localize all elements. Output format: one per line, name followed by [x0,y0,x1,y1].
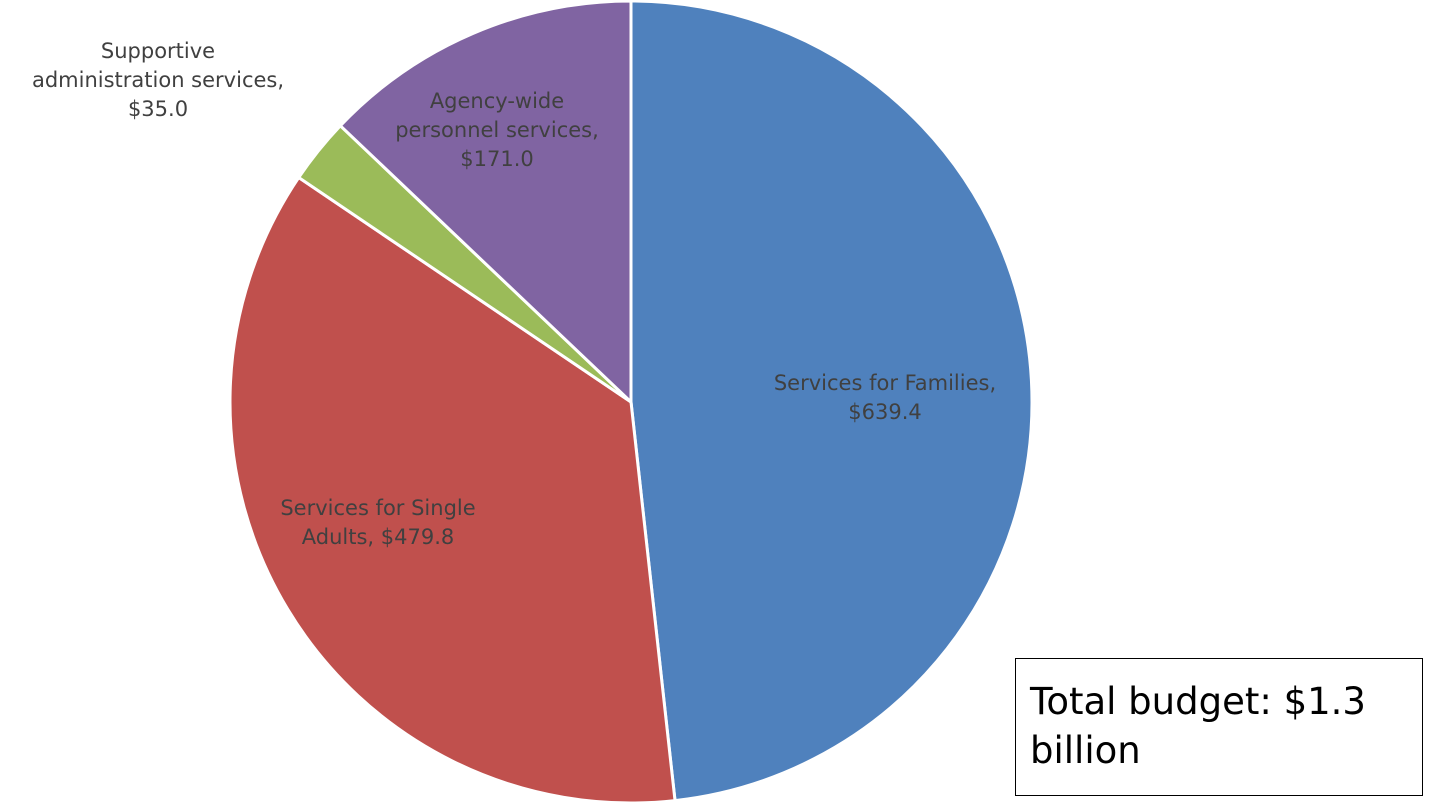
total-budget-line-2: billion [1030,729,1141,772]
slice-single-adults [228,176,677,802]
total-budget-line-1: Total budget: $1.3 [1030,680,1366,723]
slice-agency-personnel [338,0,633,404]
slice-families [629,0,1034,802]
label-single-adults-line: Services for Single [280,496,475,520]
label-agency-personnel-line: $171.0 [460,147,533,171]
label-agency-personnel-line: personnel services, [395,118,599,142]
label-families: Services for Families, $639.4 [774,371,996,424]
label-supportive-admin: Supportive administration services, $35.0 [32,39,284,121]
label-families-line: Services for Families, [774,371,996,395]
label-agency-personnel-line: Agency-wide [430,89,564,113]
label-families-line: $639.4 [848,400,921,424]
total-budget-box: Total budget: $1.3 billion [1015,658,1423,796]
label-agency-personnel: Agency-wide personnel services, $171.0 [395,89,599,171]
label-supportive-admin-line: Supportive [101,39,215,63]
label-supportive-admin-line: administration services, [32,68,284,92]
label-supportive-admin-line: $35.0 [128,97,188,121]
label-single-adults-line: Adults, $479.8 [302,525,454,549]
label-single-adults: Services for Single Adults, $479.8 [280,496,475,549]
